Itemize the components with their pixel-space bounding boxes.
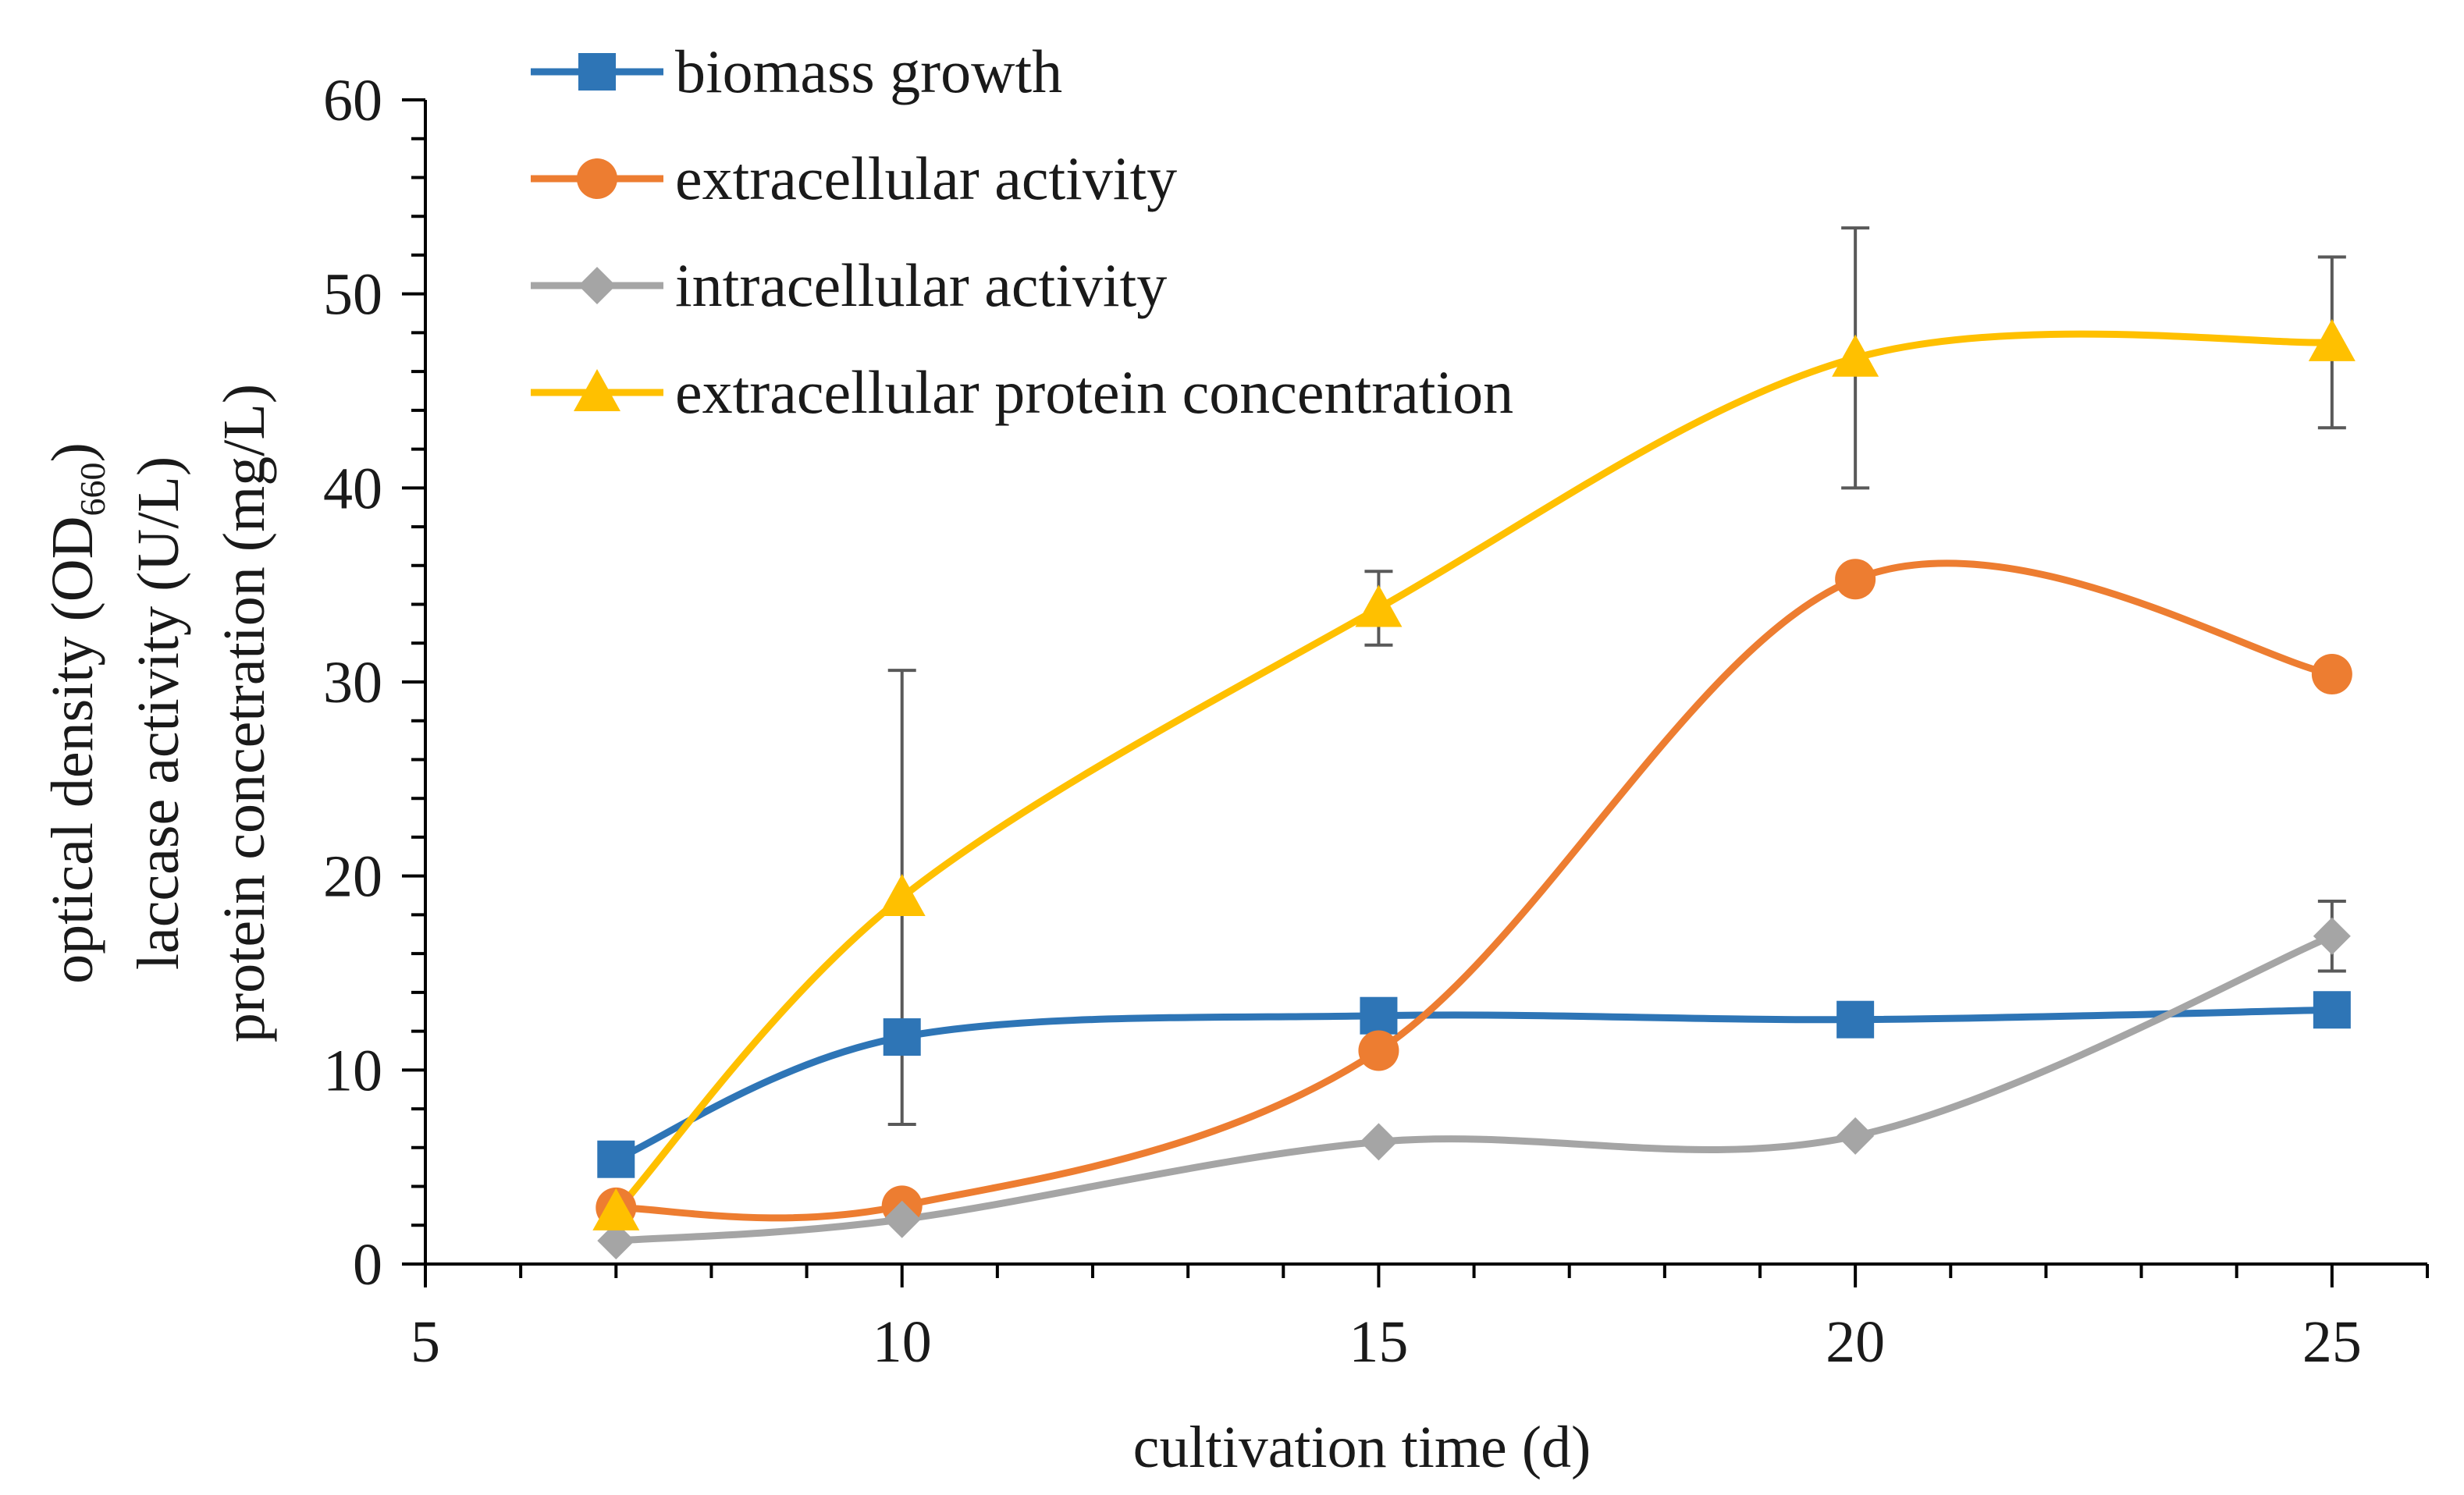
y-axis-title-line: optical density (OD660) — [40, 442, 112, 984]
axes — [402, 98, 2429, 1287]
y-axis-title-line: laccase activity (U/L) — [126, 456, 191, 970]
x-axis-title: cultivation time (d) — [1133, 1415, 1591, 1480]
x-tick-label: 10 — [873, 1309, 932, 1375]
legend: biomass growth extracellular activity intr… — [531, 37, 1513, 426]
y-tick-label: 60 — [323, 68, 382, 133]
data-point-extracellular-protein-concentration — [878, 874, 926, 917]
data-point-intracellular-activity — [2313, 917, 2351, 955]
legend-swatch-marker — [578, 267, 616, 304]
data-point-biomass-growth — [2313, 991, 2351, 1029]
x-tick-label: 20 — [1826, 1309, 1885, 1375]
data-point-intracellular-activity — [597, 1222, 635, 1260]
series-line-biomass-growth — [612, 1006, 2336, 1163]
series-line-extracellular-protein-concentration — [612, 330, 2336, 1216]
legend-item: biomass growth — [531, 37, 1062, 105]
data-point-biomass-growth — [597, 1140, 635, 1178]
x-tick-label: 5 — [411, 1309, 440, 1375]
y-tick-label: 30 — [323, 650, 382, 716]
series-line-extracellular-activity — [612, 559, 2336, 1222]
y-tick-labels: 0 10 20 30 40 50 60 — [323, 68, 382, 1298]
y-tick-label: 40 — [323, 456, 382, 521]
x-tick-label: 25 — [2302, 1309, 2362, 1375]
legend-label: intracellular activity — [675, 251, 1167, 319]
data-point-extracellular-activity — [2311, 654, 2352, 695]
legend-label: extracellular activity — [675, 144, 1177, 212]
data-point-intracellular-activity — [883, 1200, 921, 1238]
series-line-intracellular-activity — [612, 932, 2336, 1245]
legend-item: intracellular activity — [531, 251, 1167, 319]
data-point-extracellular-protein-concentration — [2308, 318, 2356, 361]
x-tick-labels: 5 10 15 20 25 — [411, 1309, 2362, 1375]
legend-swatch-marker — [574, 369, 620, 411]
data-point-intracellular-activity — [1360, 1123, 1398, 1161]
data-point-biomass-growth — [883, 1018, 921, 1056]
data-point-extracellular-protein-concentration — [592, 1188, 640, 1230]
legend-swatch-marker — [578, 53, 616, 91]
y-tick-label: 50 — [323, 262, 382, 328]
data-point-biomass-growth — [1836, 1000, 1875, 1039]
data-point-extracellular-activity — [1835, 559, 1876, 600]
data-point-extracellular-activity — [1358, 1030, 1399, 1071]
y-tick-label: 10 — [323, 1038, 382, 1103]
legend-label: biomass growth — [675, 37, 1062, 105]
y-axis-title: optical density (OD660)laccase activity … — [40, 384, 277, 1042]
legend-item: extracellular protein concentration — [531, 358, 1513, 426]
legend-swatch-marker — [577, 158, 617, 199]
y-tick-label: 20 — [323, 844, 382, 910]
y-tick-label: 0 — [353, 1232, 382, 1298]
data-point-extracellular-protein-concentration — [1355, 584, 1403, 627]
legend-item: extracellular activity — [531, 144, 1177, 212]
series-layer — [612, 330, 2336, 1245]
x-tick-label: 15 — [1349, 1309, 1408, 1375]
markers — [592, 318, 2356, 1260]
data-point-biomass-growth — [1360, 996, 1398, 1035]
y-axis-title-line: protein concetration (mg/L) — [212, 384, 277, 1042]
data-point-extracellular-protein-concentration — [1832, 334, 1879, 377]
legend-label: extracellular protein concentration — [675, 358, 1513, 426]
data-point-intracellular-activity — [1836, 1117, 1875, 1155]
